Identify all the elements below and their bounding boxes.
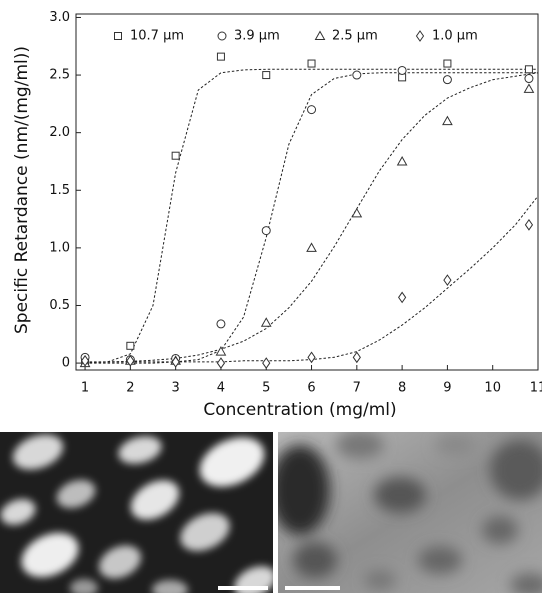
micrograph-left bbox=[0, 432, 273, 593]
x-tick-label: 5 bbox=[262, 381, 270, 396]
legend-marker bbox=[114, 32, 122, 40]
data-point bbox=[442, 115, 453, 126]
y-axis-label: Specific Retardance (nm/(mg/ml)) bbox=[12, 46, 32, 334]
data-point bbox=[262, 357, 271, 369]
data-point bbox=[442, 75, 452, 85]
legend-label: 3.9 µm bbox=[234, 29, 280, 44]
fit-curve bbox=[85, 72, 538, 364]
x-tick-label: 9 bbox=[443, 381, 451, 396]
data-point bbox=[524, 218, 534, 231]
data-point bbox=[351, 207, 363, 218]
legend-marker bbox=[314, 30, 326, 40]
data-point bbox=[443, 59, 452, 68]
micrograph-right bbox=[278, 432, 542, 593]
x-tick-label: 8 bbox=[398, 381, 406, 396]
data-point bbox=[261, 226, 271, 236]
legend-label: 2.5 µm bbox=[332, 29, 378, 44]
data-point bbox=[307, 351, 316, 364]
fit-curve bbox=[85, 68, 538, 364]
data-point bbox=[524, 74, 534, 84]
x-tick-label: 7 bbox=[353, 381, 361, 396]
data-point bbox=[260, 317, 272, 327]
data-point bbox=[80, 354, 90, 367]
plot-frame bbox=[75, 13, 539, 371]
x-tick-label: 1 bbox=[81, 381, 89, 396]
data-point bbox=[215, 346, 227, 356]
x-tick-label: 2 bbox=[126, 381, 134, 396]
x-tick-label: 6 bbox=[307, 381, 315, 396]
data-point bbox=[126, 341, 135, 350]
data-point bbox=[523, 83, 535, 93]
data-point bbox=[352, 351, 361, 364]
x-tick-label: 11 bbox=[530, 381, 542, 396]
data-point bbox=[126, 354, 135, 367]
data-point bbox=[307, 105, 317, 115]
image-gap bbox=[273, 432, 278, 593]
data-point bbox=[398, 291, 407, 304]
data-point bbox=[396, 155, 408, 166]
x-tick-label: 10 bbox=[484, 381, 501, 396]
data-point bbox=[171, 356, 180, 368]
data-point bbox=[306, 242, 317, 252]
y-tick-label: 0.5 bbox=[49, 298, 70, 313]
data-point bbox=[307, 59, 316, 68]
data-point bbox=[262, 71, 271, 80]
data-point bbox=[216, 319, 226, 329]
legend-marker bbox=[415, 30, 425, 42]
x-axis-label: Concentration (mg/ml) bbox=[203, 400, 396, 420]
y-tick-label: 0 bbox=[62, 356, 70, 371]
y-tick-label: 2.0 bbox=[49, 125, 70, 140]
x-tick-label: 4 bbox=[217, 381, 225, 396]
y-tick-label: 2.5 bbox=[49, 68, 70, 83]
fit-curve bbox=[85, 72, 539, 363]
legend-marker bbox=[217, 31, 227, 41]
fit-curve bbox=[85, 195, 539, 363]
data-point bbox=[216, 357, 226, 369]
data-point bbox=[397, 65, 407, 75]
x-tick-label: 3 bbox=[172, 381, 180, 396]
data-point bbox=[216, 52, 225, 61]
plot-area: 0 0.5 1.0 1.5 2.0 2.5 3.0 1 2 3 4 5 6 7 8 9 10 11 10.7 µm 3… bbox=[49, 10, 542, 396]
data-point bbox=[524, 65, 533, 74]
data-point bbox=[171, 151, 180, 160]
legend-label: 1.0 µm bbox=[432, 29, 478, 44]
y-tick-label: 1.5 bbox=[49, 183, 70, 198]
y-tick-label: 3.0 bbox=[49, 10, 70, 25]
data-point bbox=[352, 70, 362, 80]
legend-label: 10.7 µm bbox=[130, 29, 184, 44]
y-tick-label: 1.0 bbox=[49, 240, 70, 255]
data-point bbox=[443, 274, 452, 287]
